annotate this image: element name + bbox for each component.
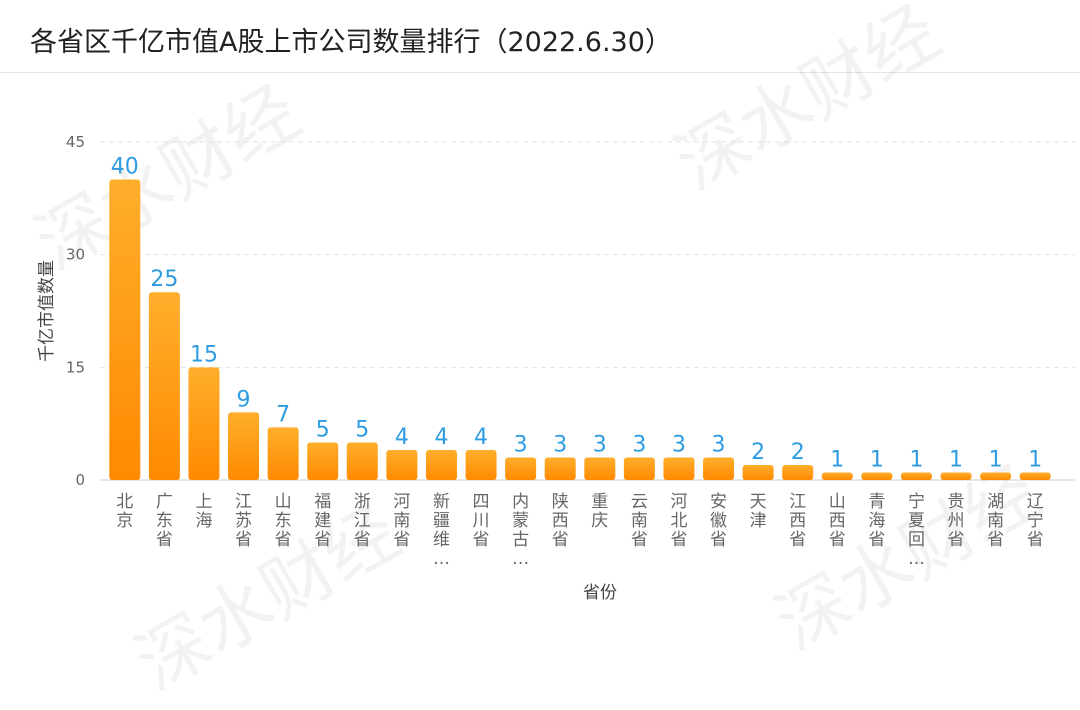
bar: [188, 367, 220, 480]
data-label: 1: [989, 447, 1003, 472]
x-axis-label: 省份: [583, 583, 617, 603]
data-label: 1: [909, 447, 923, 472]
x-tick-label: 宁夏回…: [908, 492, 925, 569]
data-label: 2: [751, 440, 765, 465]
bar: [940, 472, 972, 480]
bar: [544, 457, 576, 480]
data-label: 3: [514, 432, 528, 457]
bar: [307, 442, 339, 480]
x-tick-label: 新疆维…: [433, 492, 450, 569]
data-label: 5: [316, 417, 330, 442]
x-tick-label: 浙江省: [354, 492, 371, 550]
x-tick-label: 贵州省: [948, 492, 965, 550]
x-tick-label: 河南省: [393, 492, 410, 550]
y-axis-label: 千亿市值数量: [37, 260, 57, 362]
bar: [861, 472, 893, 480]
data-label: 3: [553, 432, 567, 457]
title-divider: [0, 72, 1080, 73]
data-label: 1: [1028, 447, 1042, 472]
y-tick-label: 30: [66, 246, 85, 264]
x-tick-label: 福建省: [314, 492, 331, 550]
x-tick-label: 山西省: [829, 492, 846, 550]
data-label: 3: [672, 432, 686, 457]
bar: [782, 464, 814, 480]
x-tick-label: 湖南省: [987, 492, 1004, 550]
x-tick-label: 江西省: [789, 492, 806, 550]
bar: [584, 457, 616, 480]
bar: [267, 427, 299, 480]
data-label: 5: [355, 417, 369, 442]
data-label: 1: [949, 447, 963, 472]
data-label: 15: [190, 342, 218, 367]
bar: [148, 292, 180, 480]
bar: [425, 449, 457, 480]
data-label: 1: [830, 447, 844, 472]
chart-title: 各省区千亿市值A股上市公司数量排行（2022.6.30）: [30, 27, 672, 58]
bar: [821, 472, 853, 480]
x-tick-label: 天津: [750, 492, 767, 531]
x-tick-label: 河北省: [670, 492, 687, 550]
x-tick-label: 陕西省: [552, 492, 569, 550]
x-tick-label: 重庆: [591, 492, 608, 531]
x-tick-label: 北京: [116, 492, 133, 531]
bar: [505, 457, 537, 480]
bar: [228, 412, 260, 480]
bar: [703, 457, 735, 480]
data-label: 3: [632, 432, 646, 457]
bar: [742, 464, 774, 480]
x-tick-label: 辽宁省: [1027, 492, 1044, 550]
data-label: 4: [474, 425, 488, 450]
x-tick-label: 安徽省: [710, 492, 727, 550]
x-tick-label: 江苏省: [235, 492, 252, 550]
bar: [663, 457, 695, 480]
data-label: 40: [111, 155, 139, 180]
y-tick-label: 15: [66, 358, 85, 376]
bar-chart: 0153045千亿市值数量省份北京广东省上海江苏省山东省福建省浙江省河南省新疆维…: [37, 133, 1075, 603]
x-tick-label: 云南省: [631, 492, 648, 550]
data-label: 4: [395, 425, 409, 450]
bars: [109, 179, 1051, 481]
bar: [980, 472, 1012, 480]
bar: [346, 442, 378, 480]
bar: [623, 457, 655, 480]
bar: [1019, 472, 1051, 480]
x-tick-label: 青海省: [868, 492, 885, 550]
data-label: 9: [237, 387, 251, 412]
x-tick-label: 广东省: [156, 492, 173, 550]
y-tick-label: 45: [66, 133, 85, 151]
bar: [465, 449, 497, 480]
data-label: 3: [593, 432, 607, 457]
y-tick-label: 0: [75, 471, 85, 489]
x-tick-label: 上海: [195, 492, 212, 531]
data-label: 4: [434, 425, 448, 450]
x-tick-label: 山东省: [275, 492, 292, 550]
data-label: 25: [150, 267, 178, 292]
bar: [109, 179, 141, 481]
x-tick-label: 内蒙古…: [512, 492, 529, 569]
bar: [900, 472, 932, 480]
data-label: 2: [791, 440, 805, 465]
data-label: 1: [870, 447, 884, 472]
gridlines: [100, 141, 1075, 368]
data-label: 7: [276, 402, 290, 427]
data-label: 3: [712, 432, 726, 457]
x-tick-label: 四川省: [473, 492, 490, 550]
bar: [386, 449, 418, 480]
